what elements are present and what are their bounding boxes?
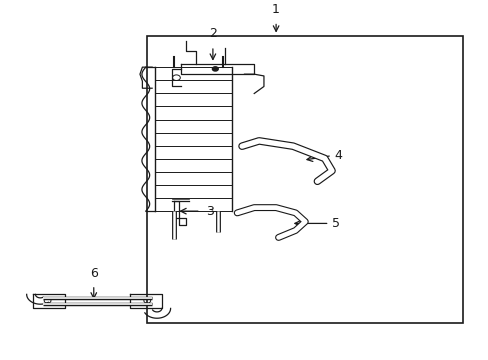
Text: 1: 1 xyxy=(272,3,280,16)
Text: 6: 6 xyxy=(90,267,98,280)
Text: 4: 4 xyxy=(334,149,342,162)
Circle shape xyxy=(212,67,218,71)
Text: 5: 5 xyxy=(331,217,339,230)
Text: 3: 3 xyxy=(205,204,213,218)
Text: 2: 2 xyxy=(208,27,216,40)
Bar xyxy=(147,36,462,324)
